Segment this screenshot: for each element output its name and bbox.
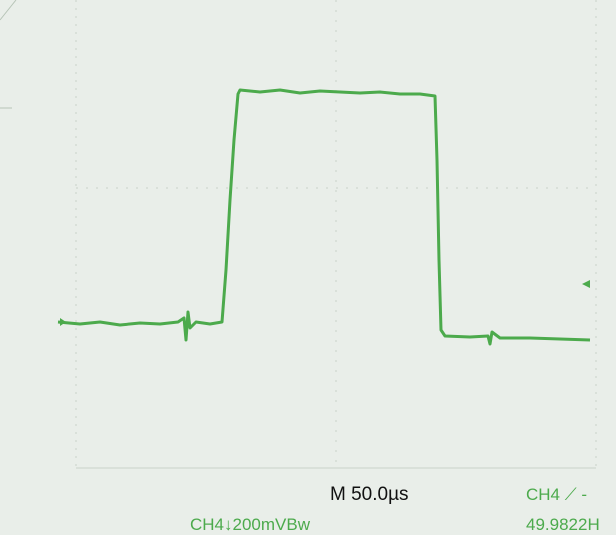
page: M 50.0µs CH4↓200mVBw CH4 ⟋ - 49.9822H ((… <box>0 0 616 535</box>
trigger: CH4 ⟋ - <box>526 485 587 504</box>
scope-screen: M 50.0µs CH4↓200mVBw CH4 ⟋ - 49.9822H <box>0 0 616 535</box>
frequency: 49.9822H <box>526 515 600 534</box>
timebase: M 50.0µs <box>330 484 409 505</box>
channel-scale: CH4↓200mVBw <box>190 515 311 534</box>
background <box>0 0 616 535</box>
